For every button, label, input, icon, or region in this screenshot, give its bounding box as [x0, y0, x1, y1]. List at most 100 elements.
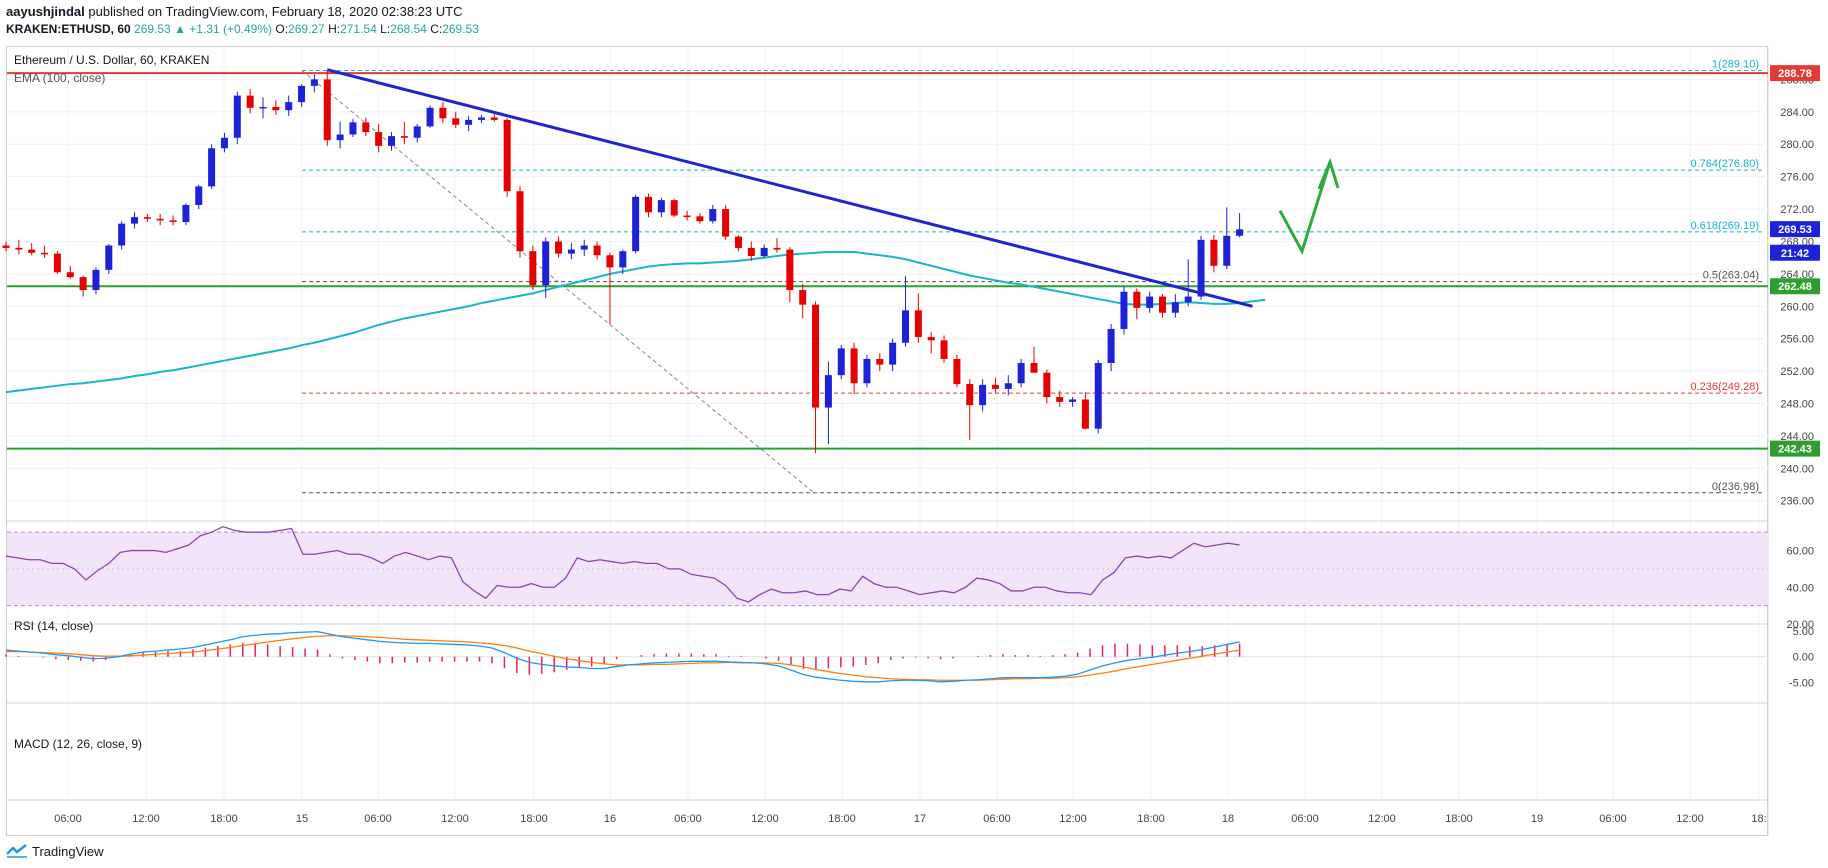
x-tick-label: 06:00	[54, 813, 82, 825]
fib-level-label: 0.5(263.04)	[1703, 270, 1759, 282]
candle-body	[246, 95, 254, 108]
candle-body	[362, 122, 370, 133]
fib-level-label: 0.764(276.80)	[1691, 158, 1760, 170]
rsi-pane-title: RSI (14, close)	[14, 619, 94, 633]
candle-body	[1159, 296, 1166, 313]
candle-body	[953, 358, 961, 385]
x-tick-label: 19	[1531, 813, 1543, 825]
symbol-ohlc-line: KRAKEN:ETHUSD, 60 269.53 ▲ +1.31 (+0.49%…	[6, 22, 479, 36]
x-tick-label: 18:00	[1137, 813, 1165, 825]
price-tag-bg	[1770, 221, 1820, 238]
fib-anchor-line	[301, 70, 815, 494]
candle-body	[799, 290, 807, 305]
x-tick-label: 12:00	[1676, 813, 1704, 825]
candle-body	[182, 205, 190, 223]
candle-body	[670, 200, 678, 216]
candle-body	[1146, 296, 1154, 308]
tradingview-logo-icon	[6, 844, 27, 858]
candle-body	[645, 196, 652, 213]
candle-body	[619, 251, 627, 268]
candle-body	[1069, 399, 1077, 402]
x-tick-label: 18:00	[210, 813, 238, 825]
projection-arrow-head	[1317, 157, 1340, 190]
publish-header: aayushjindal published on TradingView.co…	[0, 0, 1828, 40]
ema-100-line	[5, 250, 1266, 394]
candle-body	[606, 255, 614, 268]
x-tick-label: 06:00	[364, 813, 392, 825]
candle-body	[259, 106, 267, 109]
levels-layer: 1(289.10) 0.764(276.80) 0.618(269.19) 0.5(2…	[7, 58, 1768, 494]
low-label: L:	[380, 22, 391, 36]
y-tick-label: 248.00	[1780, 399, 1814, 411]
rsi-line	[5, 525, 1240, 603]
close-label: C:	[430, 22, 443, 36]
candle-body	[1094, 363, 1102, 429]
candle-body	[375, 132, 383, 146]
rsi-y-label: 40.00	[1786, 582, 1814, 594]
candle-body	[593, 245, 601, 256]
last-price: 269.53	[134, 22, 171, 36]
candle-body	[1081, 399, 1089, 429]
candle-body	[131, 217, 138, 224]
candle-body	[876, 358, 884, 365]
candle-body	[272, 106, 280, 111]
candle-body	[979, 384, 987, 406]
x-tick-label: 15	[296, 813, 308, 825]
price-change: ▲ +1.31 (+0.49%)	[174, 22, 273, 36]
candle-body	[529, 251, 537, 286]
candle-body	[914, 310, 922, 338]
candle-body	[1223, 235, 1231, 266]
y-tick-label: 252.00	[1780, 366, 1814, 378]
tradingview-footer[interactable]: TradingView	[6, 840, 104, 862]
x-tick-label: 17	[914, 813, 926, 825]
candle-body	[1017, 363, 1025, 384]
tradingview-brand: TradingView	[32, 843, 104, 859]
candle-body	[966, 384, 974, 406]
candle-body	[79, 277, 87, 291]
candle-body	[400, 136, 408, 138]
candle-body	[92, 269, 100, 291]
candle-body	[709, 209, 717, 222]
candle-body	[1120, 291, 1128, 329]
x-tick-label: 12:00	[1368, 813, 1396, 825]
candle-body	[41, 252, 49, 255]
candle-body	[747, 247, 755, 257]
candle-body	[349, 122, 357, 135]
candle-body	[310, 79, 318, 86]
price-tags-layer: 288.78 269.53 21:42 262.48 242.43	[1770, 65, 1820, 457]
candle-body	[195, 186, 203, 205]
candle-body	[902, 310, 909, 343]
candle-body	[1043, 372, 1051, 398]
candle-body	[889, 342, 897, 365]
y-tick-label: 256.00	[1780, 334, 1814, 346]
macd-y-label: -5.00	[1789, 677, 1814, 689]
candle-body	[1210, 239, 1218, 266]
candle-body	[555, 241, 563, 254]
x-tick-label: 12:00	[1059, 813, 1087, 825]
rsi-y-label: 60.00	[1786, 546, 1814, 558]
x-tick-label: 12:00	[751, 813, 779, 825]
x-tick-label: 18:00	[1445, 813, 1473, 825]
price-tag-bg	[1770, 65, 1820, 82]
fib-level-label: 0.618(269.19)	[1691, 220, 1760, 232]
candle-body	[413, 126, 421, 138]
x-tick-label: 18:	[1751, 813, 1766, 825]
author-name[interactable]: aayushjindal	[6, 4, 85, 19]
y-tick-label: 272.00	[1780, 204, 1814, 216]
candle-body	[927, 337, 935, 341]
candle-body	[580, 245, 588, 250]
price-tag-bg	[1770, 278, 1820, 295]
candle-body	[1107, 328, 1115, 363]
x-tick-label: 12:00	[441, 813, 469, 825]
y-tick-label: 284.00	[1780, 107, 1814, 119]
candle-body	[1184, 296, 1192, 303]
publish-info: aayushjindal published on TradingView.co…	[6, 4, 462, 19]
candle-body	[490, 117, 498, 120]
x-tick-label: 16	[604, 813, 616, 825]
main-pane-title: Ethereum / U.S. Dollar, 60, KRAKEN	[14, 53, 210, 67]
candle-body	[1236, 229, 1244, 236]
candle-body	[773, 247, 781, 250]
candle-body	[683, 215, 691, 218]
open-label: O:	[275, 22, 289, 36]
